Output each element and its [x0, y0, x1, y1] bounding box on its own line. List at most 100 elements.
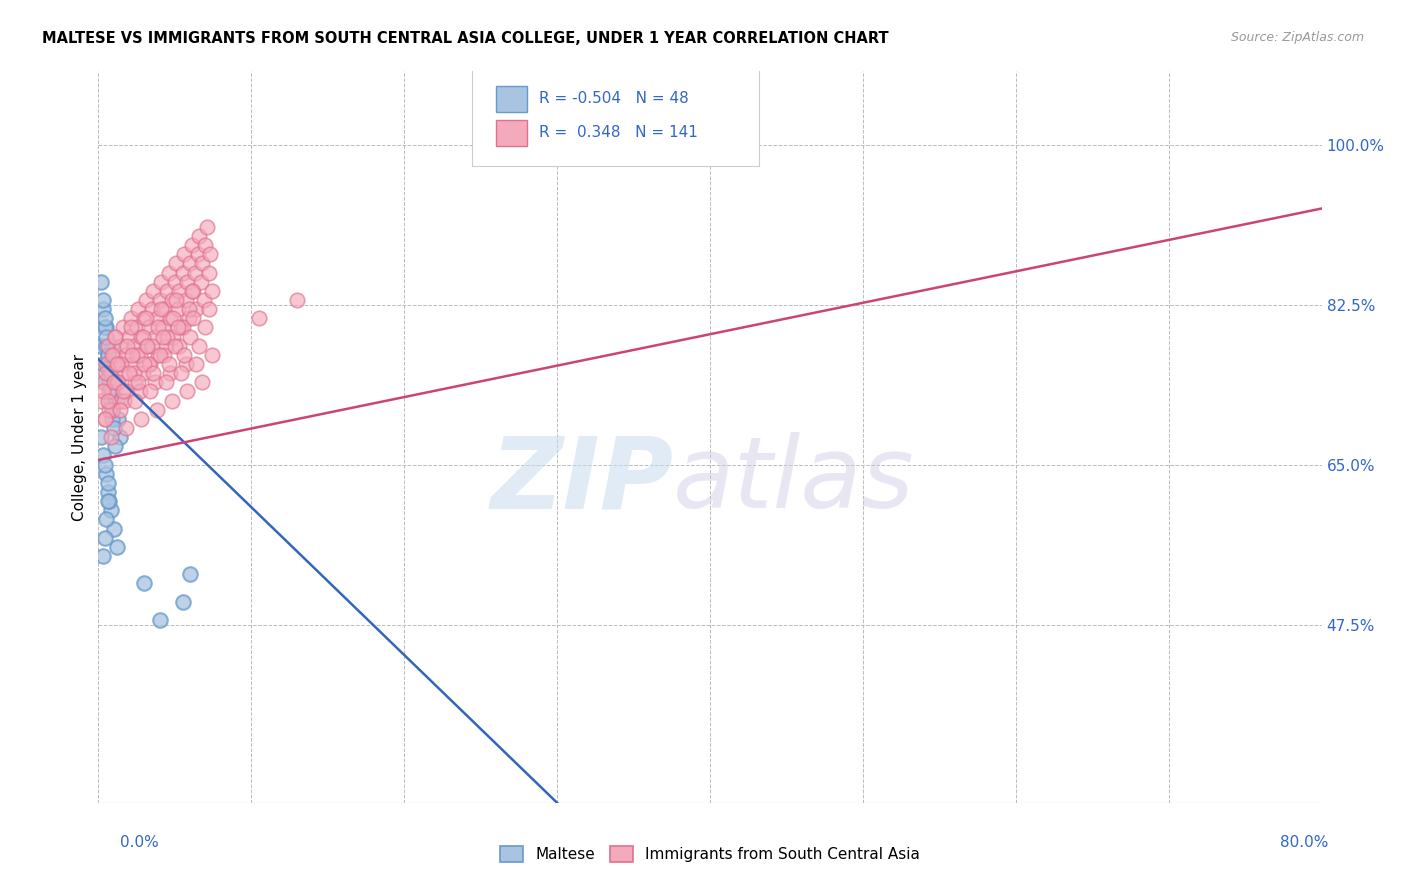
Point	[174, 293, 197, 307]
Point	[121, 348, 143, 362]
Point	[93, 531, 115, 545]
Point	[141, 301, 163, 317]
Point	[90, 430, 112, 444]
Point	[111, 320, 134, 334]
Point	[139, 357, 162, 371]
Point	[91, 301, 114, 317]
Point	[103, 421, 125, 435]
Point	[172, 266, 194, 280]
Point	[160, 293, 183, 307]
Point	[93, 311, 115, 326]
Point	[111, 384, 134, 399]
Point	[177, 311, 200, 326]
Point	[132, 329, 155, 343]
Point	[97, 348, 120, 362]
Point	[100, 366, 122, 380]
Point	[153, 301, 176, 317]
Point	[93, 412, 115, 426]
Point	[105, 540, 128, 554]
Point	[93, 458, 115, 472]
Point	[112, 393, 135, 408]
Point	[94, 357, 117, 371]
Point	[142, 366, 165, 380]
Point	[98, 375, 121, 389]
Point	[101, 402, 124, 417]
Point	[145, 311, 167, 326]
Point	[100, 384, 122, 399]
Point	[90, 393, 112, 408]
Point	[115, 421, 138, 435]
Point	[94, 339, 117, 353]
Point	[152, 320, 174, 334]
Text: R =  0.348   N = 141: R = 0.348 N = 141	[538, 125, 697, 140]
Point	[155, 339, 177, 353]
Point	[93, 320, 115, 334]
Point	[162, 329, 184, 343]
Bar	[496, 86, 526, 112]
Point	[179, 329, 201, 343]
Point	[143, 375, 166, 389]
Point	[194, 238, 217, 252]
Point	[98, 384, 121, 399]
Point	[129, 412, 152, 426]
Point	[156, 284, 179, 298]
Point	[187, 247, 209, 261]
Text: MALTESE VS IMMIGRANTS FROM SOUTH CENTRAL ASIA COLLEGE, UNDER 1 YEAR CORRELATION : MALTESE VS IMMIGRANTS FROM SOUTH CENTRAL…	[42, 31, 889, 46]
Point	[150, 301, 173, 317]
Point	[107, 412, 129, 426]
Point	[139, 384, 162, 399]
Point	[180, 284, 202, 298]
Point	[101, 348, 124, 362]
Point	[94, 512, 117, 526]
Point	[181, 284, 204, 298]
Text: ZIP: ZIP	[491, 433, 673, 530]
Point	[90, 339, 112, 353]
Point	[165, 256, 187, 270]
Point	[117, 384, 139, 399]
Point	[149, 348, 172, 362]
Point	[120, 320, 142, 334]
Point	[191, 375, 214, 389]
Point	[162, 311, 184, 326]
Point	[94, 329, 117, 343]
Point	[172, 320, 194, 334]
Point	[105, 357, 128, 371]
Point	[195, 219, 218, 234]
Point	[97, 494, 120, 508]
Point	[97, 357, 120, 371]
Point	[124, 375, 146, 389]
Point	[146, 320, 169, 334]
Point	[136, 339, 159, 353]
Point	[159, 311, 181, 326]
Point	[118, 366, 141, 380]
Text: Source: ZipAtlas.com: Source: ZipAtlas.com	[1230, 31, 1364, 45]
Point	[107, 357, 129, 371]
Point	[100, 430, 122, 444]
Point	[136, 339, 159, 353]
Point	[197, 301, 219, 317]
Point	[104, 439, 127, 453]
Point	[124, 393, 146, 408]
Point	[104, 329, 127, 343]
Point	[97, 485, 120, 500]
Point	[103, 348, 125, 362]
Point	[91, 549, 114, 563]
Text: 0.0%: 0.0%	[120, 836, 159, 850]
Point	[157, 266, 180, 280]
Text: 80.0%: 80.0%	[1281, 836, 1329, 850]
Point	[117, 339, 139, 353]
Point	[98, 402, 121, 417]
Point	[145, 402, 167, 417]
Point	[100, 384, 122, 399]
Point	[125, 320, 148, 334]
Point	[100, 393, 122, 408]
Point	[177, 301, 200, 317]
Point	[169, 284, 191, 298]
Point	[104, 329, 127, 343]
Point	[134, 311, 156, 326]
Point	[108, 393, 131, 408]
Point	[173, 247, 195, 261]
Point	[200, 348, 222, 362]
Point	[97, 348, 120, 362]
Point	[169, 339, 191, 353]
